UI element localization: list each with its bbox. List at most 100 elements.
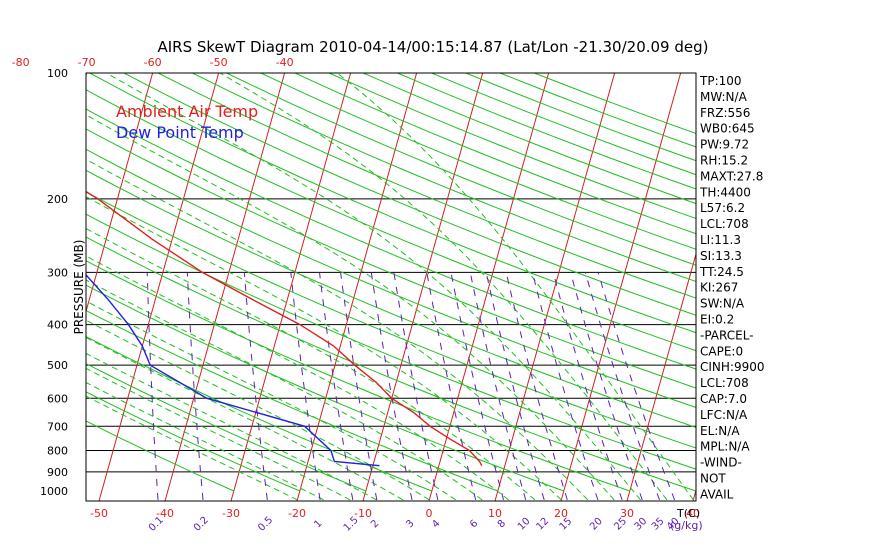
moist-adiabat-line	[86, 300, 456, 501]
mixing-ratio-label: 10	[516, 516, 533, 533]
mixing-ratio-line	[146, 272, 159, 500]
y-tick-label: 400	[47, 319, 68, 332]
stability-indices-panel: TP:100 MW:N/A FRZ:556 WB0:645 PW:9.72 RH:15.2…	[699, 74, 765, 501]
index-text: SI:13.3	[700, 249, 742, 263]
index-text: SW:N/A	[700, 297, 745, 311]
moist-adiabat-line	[106, 73, 641, 501]
moist-adiabat-line	[86, 196, 562, 501]
bottom-temp-tick-label: -50	[90, 507, 108, 520]
mixing-ratio-label: 30	[633, 516, 650, 533]
mixing-ratio-label: 1	[312, 518, 324, 530]
index-text: FRZ:556	[700, 106, 750, 120]
index-text: LFC:N/A	[700, 408, 748, 422]
index-text: TP:100	[699, 74, 742, 88]
y-tick-label: 300	[47, 266, 68, 279]
top-temp-tick-label: -50	[210, 56, 228, 69]
mixing-ratio-line	[450, 272, 504, 501]
bottom-temp-tick-label: 30	[620, 507, 634, 520]
dry-adiabat-line	[431, 73, 696, 176]
mixing-ratio-line	[426, 272, 477, 501]
index-text: CAP:7.0	[700, 392, 747, 406]
index-text: PW:9.72	[700, 138, 749, 152]
dry-adiabat-line	[86, 213, 696, 470]
moist-adiabat-line	[86, 227, 536, 501]
dry-adiabat-line	[86, 284, 564, 492]
mixing-ratio-line	[552, 272, 623, 501]
dry-adiabat-line	[86, 363, 366, 492]
y-tick-label: 800	[47, 444, 68, 457]
index-text: EL:N/A	[700, 424, 740, 438]
mixing-ratio-line	[186, 272, 204, 500]
y-axis-label: PRESSURE (MB)	[72, 240, 86, 335]
plot-frame	[85, 72, 697, 502]
bottom-temp-tick-label: 0	[426, 507, 433, 520]
y-tick-label: 200	[47, 193, 68, 206]
index-text: CINH:9900	[700, 360, 765, 374]
isotherm-line	[296, 73, 418, 501]
index-text: KI:267	[700, 281, 738, 295]
dry-adiabat-line	[86, 108, 696, 370]
chart-title: AIRS SkewT Diagram 2010-04-14/00:15:14.8…	[157, 38, 708, 56]
bottom-temp-tick-label: 40	[686, 507, 700, 520]
bottom-temp-tick-label: -30	[222, 507, 240, 520]
dry-adiabat-line	[226, 73, 696, 266]
isotherm-line	[164, 73, 286, 501]
dry-adiabat-line	[86, 148, 696, 408]
index-text: MAXT:27.8	[700, 169, 763, 183]
mixing-ratio-line	[469, 272, 527, 501]
index-text: LI:11.3	[700, 233, 741, 247]
isotherm-line	[626, 252, 696, 501]
mixing-ratio-line	[340, 272, 378, 500]
bottom-temp-tick-label: -40	[156, 507, 174, 520]
mixing-ratio-line	[597, 272, 676, 501]
moist-adiabat-line	[86, 319, 430, 501]
legend: Ambient Air Temp Dew Point Temp	[116, 102, 258, 142]
index-text: MW:N/A	[700, 90, 748, 104]
isotherm-line	[0, 73, 21, 501]
mixing-ratio-line	[532, 272, 599, 501]
top-temp-tick-label: -40	[276, 56, 294, 69]
isotherm-line	[230, 73, 352, 501]
dew-point-temp-line	[86, 273, 380, 467]
dry-adiabat-line	[123, 73, 696, 316]
index-text: LCL:708	[700, 376, 749, 390]
dry-adiabat-line	[157, 73, 696, 299]
mixing-ratio-line	[584, 272, 660, 501]
dry-adiabat-line	[86, 236, 696, 492]
dry-adiabat-line	[86, 260, 630, 492]
legend-ambient-air-temp: Ambient Air Temp	[116, 102, 258, 121]
mixing-ratio-line	[243, 272, 268, 500]
isotherm-line	[494, 73, 616, 501]
isotherm-line	[86, 73, 154, 314]
dry-adiabat-line	[86, 128, 696, 389]
y-tick-label: 600	[47, 392, 68, 405]
index-text: L57:6.2	[700, 201, 745, 215]
moist-adiabat-line	[86, 279, 483, 501]
series-layer	[86, 190, 483, 467]
index-text: AVAIL	[700, 487, 734, 501]
bottom-temp-tick-label: 20	[554, 507, 568, 520]
mixing-ratio-label: 6	[468, 518, 480, 530]
dry-adiabat-line	[294, 73, 696, 235]
dry-adiabat-line	[499, 73, 696, 148]
top-temp-tick-label: -80	[12, 56, 30, 69]
moist-adiabat-line	[219, 73, 668, 501]
isotherm-line	[98, 73, 220, 501]
dry-adiabat-line	[86, 191, 696, 449]
dry-adiabat-line	[86, 391, 300, 492]
ambient-air-temp-line	[86, 190, 483, 467]
mixing-ratio-label: 0.5	[256, 515, 275, 534]
mixing-ratio-label: 0.2	[192, 515, 211, 534]
moist-adiabat-line	[86, 336, 404, 501]
y-tick-label: 100	[47, 67, 68, 80]
isotherm-line	[560, 73, 682, 501]
index-text: LCL:708	[700, 217, 749, 231]
top-temp-tick-label: -60	[144, 56, 162, 69]
mixing-ratio-label: 35	[650, 516, 667, 533]
mixing-ratio-label: 3	[404, 518, 416, 530]
dry-adiabat-line	[86, 335, 432, 492]
dry-adiabat-line	[465, 73, 696, 162]
x-unit-label: T(C)	[676, 507, 700, 520]
grid-layer	[0, 73, 696, 501]
